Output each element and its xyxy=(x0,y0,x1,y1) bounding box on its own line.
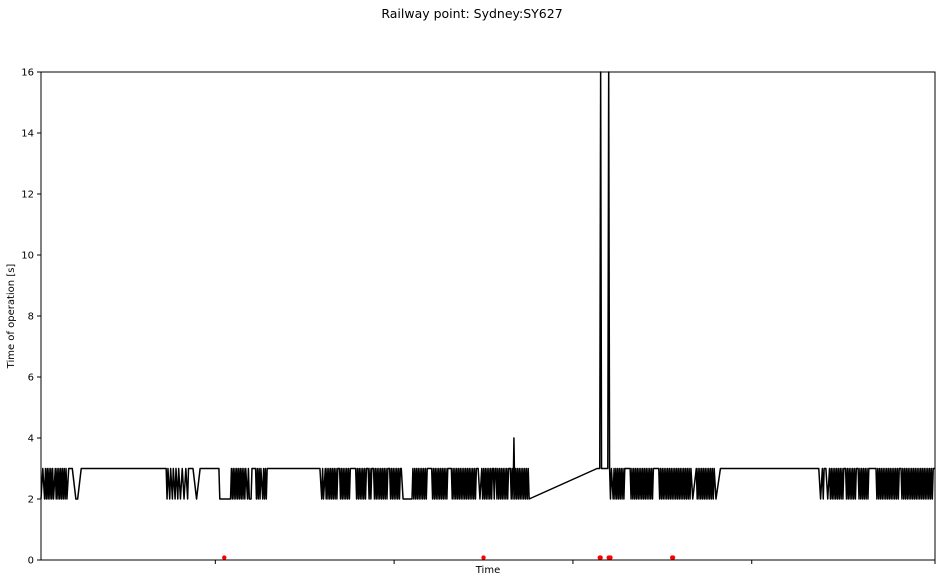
chart-title: Railway point: Sydney:SY627 xyxy=(381,6,562,21)
red-point-1 xyxy=(481,555,486,560)
red-point-5 xyxy=(608,555,613,560)
series-layer xyxy=(40,71,935,560)
y-tick-label-8: 16 xyxy=(21,68,34,79)
red-point-7 xyxy=(670,555,676,560)
y-tick-label-4: 8 xyxy=(28,312,34,323)
y-axis-label: Time of operation [s] xyxy=(6,264,17,370)
plot-frame xyxy=(40,71,936,561)
series-line-0 xyxy=(40,71,935,500)
y-tick-label-0: 0 xyxy=(28,556,34,567)
y-tick-label-2: 4 xyxy=(28,434,34,445)
y-tick-label-6: 12 xyxy=(21,190,34,201)
y-tick-label-3: 6 xyxy=(28,373,34,384)
y-tick-label-5: 10 xyxy=(21,251,34,262)
y-tick-label-1: 2 xyxy=(28,495,34,506)
x-axis-label: Time xyxy=(475,565,500,576)
y-tick-label-7: 14 xyxy=(21,129,34,140)
red-point-3 xyxy=(598,555,603,560)
red-point-0 xyxy=(222,555,227,560)
axes-layer: 0 2 4 6 8 10 12 14 16 xyxy=(21,68,936,567)
